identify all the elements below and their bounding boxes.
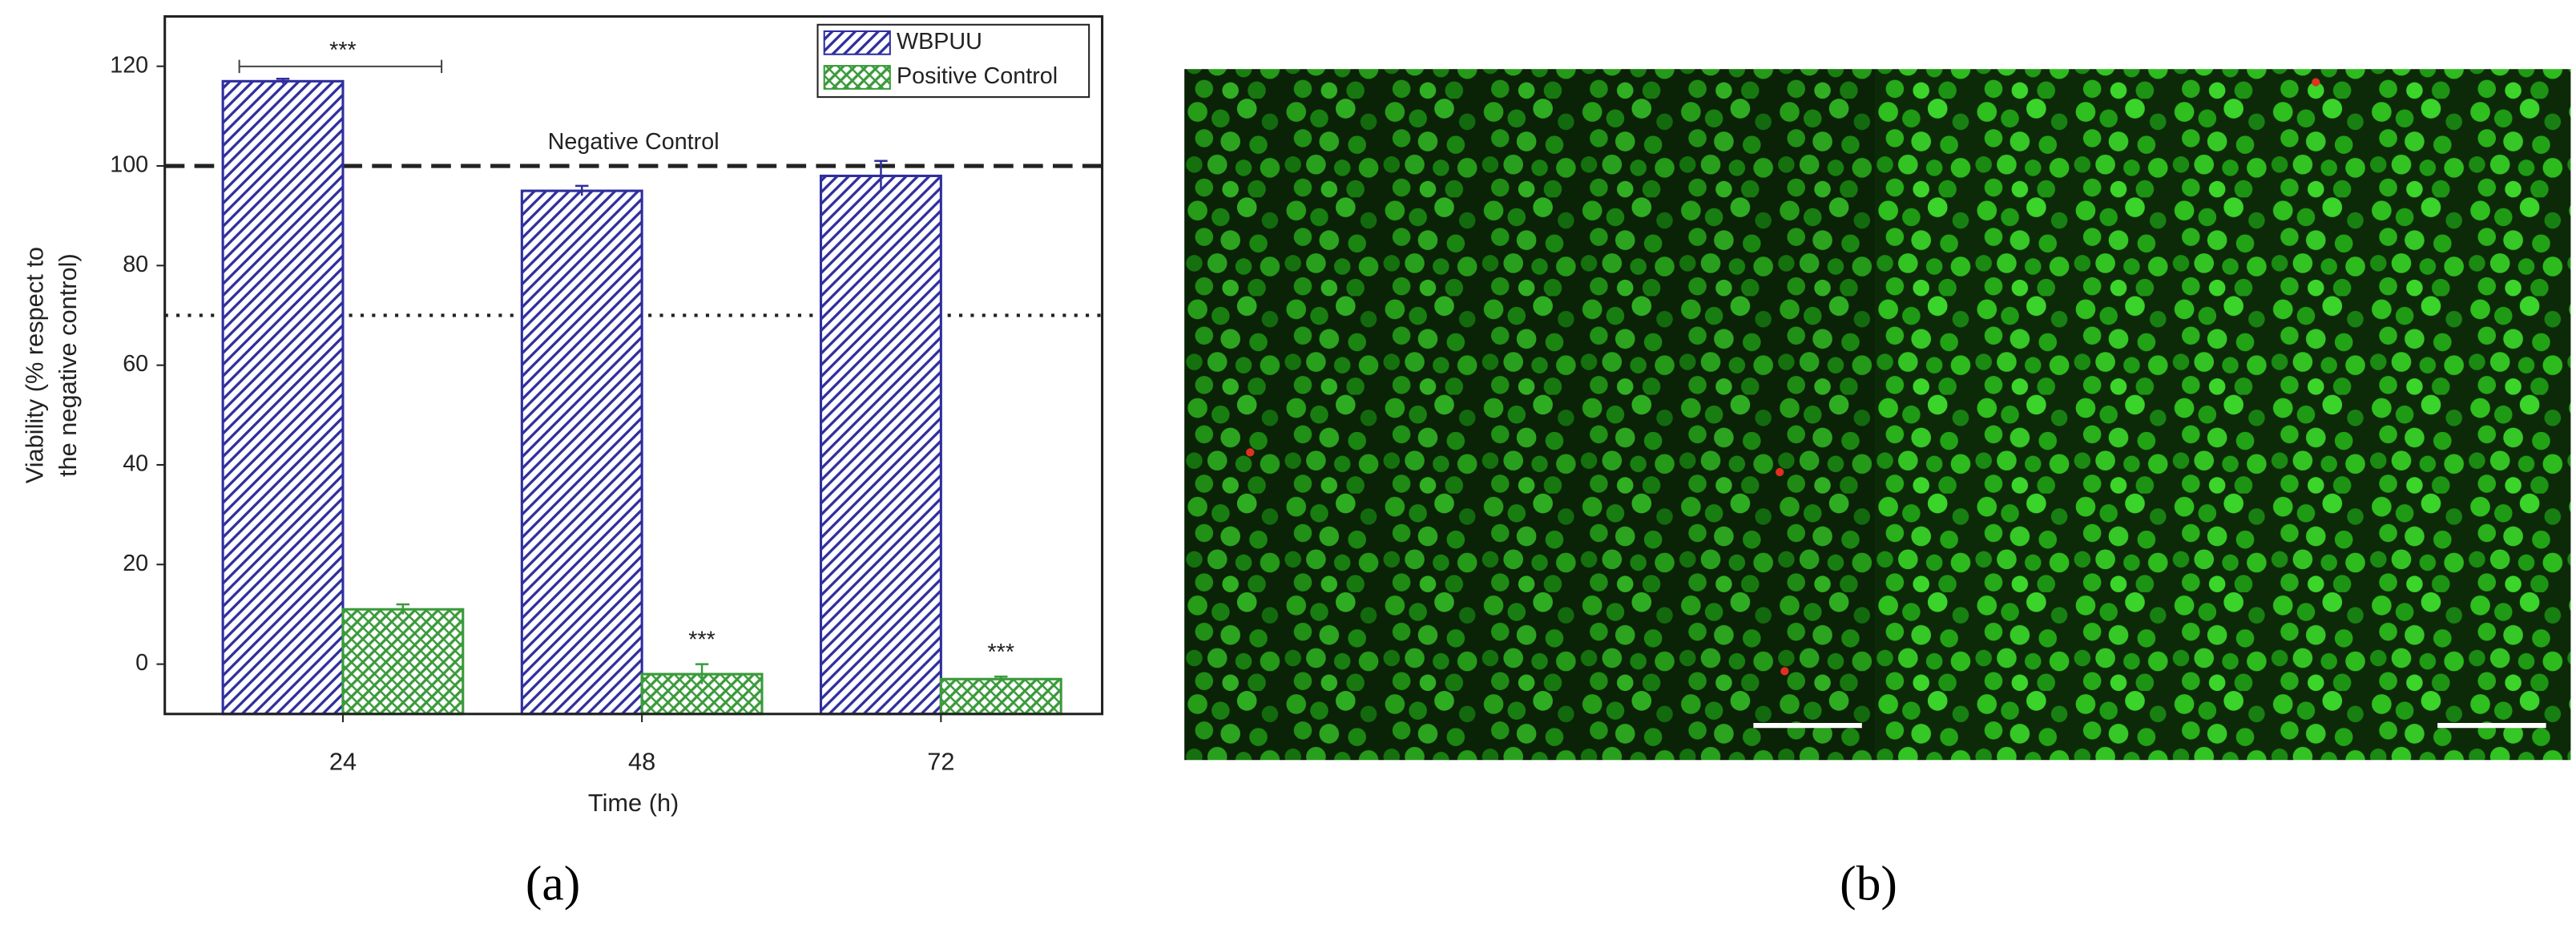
microscopy-image [1184,69,2571,761]
reference-label: Negative Control [548,129,720,155]
y-axis-label: the negative control) [54,253,82,477]
error-bar [396,603,410,615]
significance-label: *** [329,38,357,63]
error-bar [276,77,290,84]
x-tick-label: 24 [329,747,357,775]
x-tick-label: 48 [628,747,655,775]
y-tick-label: 40 [123,451,148,477]
y-tick-label: 20 [123,551,148,576]
dead-cell [2312,78,2320,87]
y-tick-label: 60 [123,351,148,377]
significance-label: *** [988,640,1015,665]
x-tick-label: 72 [927,747,954,775]
bar [341,608,465,716]
bar [221,79,345,716]
error-bar [575,184,589,196]
significance-label: *** [688,627,716,652]
bar [939,677,1062,716]
y-tick-label: 100 [110,152,148,178]
legend-label: WBPUU [897,29,982,55]
error-bar [695,663,709,685]
dead-cell [1780,667,1789,676]
plot-frame [163,14,1104,716]
panel-label: (a) [526,856,580,911]
y-tick-label: 80 [123,252,148,277]
image-shade [1184,69,1876,761]
error-bar [874,160,888,192]
bar [819,174,942,716]
fluorescence-image [1184,69,2571,761]
significance-bracket [238,59,443,74]
y-tick-label: 0 [135,650,148,676]
error-bar [994,675,1008,682]
panel-label: (b) [1840,856,1897,911]
legend-swatch [823,30,891,55]
x-axis-label: Time (h) [588,789,679,817]
y-axis-label: Viability (% respect to [21,247,49,483]
dead-cell [1246,448,1255,457]
legend-swatch [823,65,891,90]
y-tick-label: 120 [110,52,148,78]
legend-label: Positive Control [897,63,1058,89]
bar [520,189,643,716]
dead-cell [1776,467,1784,477]
